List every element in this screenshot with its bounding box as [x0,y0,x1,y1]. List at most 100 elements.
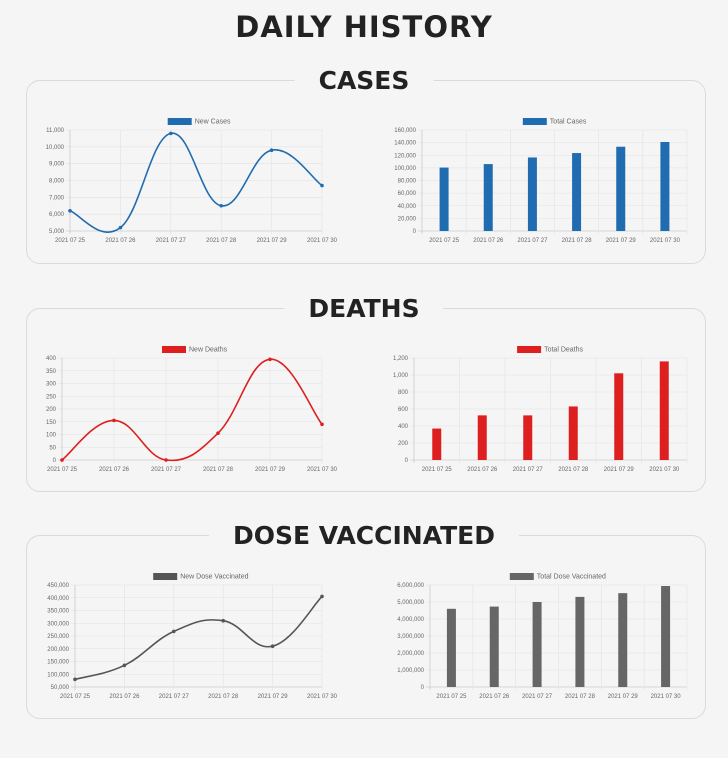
y-tick-label: 1,000,000 [397,668,424,674]
y-tick-label: 2,000,000 [397,651,424,657]
cases-section-title: CASES [294,66,434,95]
bar [659,361,669,460]
y-tick-label: 100 [46,433,57,439]
bar [616,146,626,231]
x-tick-label: 2021 07 25 [47,467,78,473]
bar [527,157,537,231]
y-tick-label: 160,000 [394,128,416,134]
x-tick-label: 2021 07 27 [151,467,182,473]
data-point [169,131,173,136]
x-tick-label: 2021 07 28 [562,238,593,244]
data-point [268,357,272,362]
legend-label: New Cases [195,119,231,126]
series-line [74,595,323,681]
y-tick-label: 8,000 [49,179,65,185]
legend-swatch [153,573,178,580]
legend-swatch [522,118,547,125]
bar [575,596,585,687]
bar [618,593,628,687]
bar [439,167,449,231]
y-tick-label: 200,000 [47,647,69,653]
y-tick-label: 350,000 [47,609,69,615]
data-point [164,458,168,462]
y-tick-label: 4,000,000 [397,617,424,623]
x-tick-label: 2021 07 30 [649,467,680,473]
y-tick-label: 600 [398,407,409,413]
x-tick-label: 2021 07 27 [517,238,548,244]
y-tick-label: 120,000 [394,153,416,159]
y-tick-label: 400,000 [47,596,69,602]
data-point [112,418,116,423]
x-tick-label: 2021 07 27 [159,694,190,700]
x-tick-label: 2021 07 29 [257,238,288,244]
data-point [68,209,72,213]
y-tick-label: 100,000 [394,166,416,172]
y-tick-label: 100,000 [47,672,69,678]
x-tick-label: 2021 07 28 [208,694,239,700]
legend-swatch [162,346,186,353]
y-tick-label: 200 [398,441,409,447]
legend-label: New Deaths [189,347,228,354]
x-tick-label: 2021 07 29 [258,694,289,700]
y-tick-label: 6,000 [49,212,65,218]
y-tick-label: 5,000 [49,229,65,235]
x-tick-label: 2021 07 28 [565,694,596,700]
dose-vaccinated-section-title: DOSE VACCINATED [209,521,519,550]
x-tick-label: 2021 07 26 [99,467,130,473]
x-tick-label: 2021 07 25 [422,467,453,473]
y-tick-label: 150 [46,420,57,426]
data-point [320,594,324,599]
data-point [270,644,275,648]
legend-label: New Dose Vaccinated [180,574,248,581]
data-point [269,148,274,152]
page-title: DAILY HISTORY [235,10,493,44]
y-tick-label: 20,000 [398,216,417,222]
legend-swatch [167,118,192,125]
x-tick-label: 2021 07 26 [467,467,498,473]
data-point [320,183,324,188]
y-tick-label: 10,000 [46,145,65,151]
y-tick-label: 200 [46,407,57,413]
bar [532,602,542,687]
bar [483,164,493,231]
data-point [219,203,223,208]
legend-label: Total Cases [550,119,587,126]
bar [660,141,670,231]
bar [661,586,671,687]
bar [572,153,582,231]
bar [523,415,533,460]
data-point [216,431,220,436]
x-tick-label: 2021 07 28 [558,467,589,473]
x-tick-label: 2021 07 30 [307,694,338,700]
legend-label: Total Deaths [544,347,583,354]
x-tick-label: 2021 07 29 [604,467,635,473]
data-point [172,629,176,634]
series-line [61,358,323,462]
x-tick-label: 2021 07 28 [206,238,237,244]
legend-label: Total Dose Vaccinated [537,574,606,581]
y-tick-label: 400 [398,424,409,430]
data-point [221,618,225,623]
y-tick-label: 0 [413,229,417,235]
y-tick-label: 50,000 [51,685,70,691]
y-tick-label: 300 [46,382,57,388]
y-tick-label: 6,000,000 [397,583,424,589]
x-tick-label: 2021 07 29 [608,694,639,700]
x-tick-label: 2021 07 30 [307,238,338,244]
y-tick-label: 5,000,000 [397,600,424,606]
y-tick-label: 1,200 [393,356,409,362]
x-tick-label: 2021 07 29 [255,467,286,473]
y-tick-label: 40,000 [398,204,417,210]
x-tick-label: 2021 07 27 [156,238,187,244]
data-point [118,225,123,230]
x-tick-label: 2021 07 25 [429,238,460,244]
x-tick-label: 2021 07 25 [436,694,467,700]
x-tick-label: 2021 07 25 [60,694,91,700]
x-tick-label: 2021 07 28 [203,467,234,473]
x-tick-label: 2021 07 30 [651,694,682,700]
